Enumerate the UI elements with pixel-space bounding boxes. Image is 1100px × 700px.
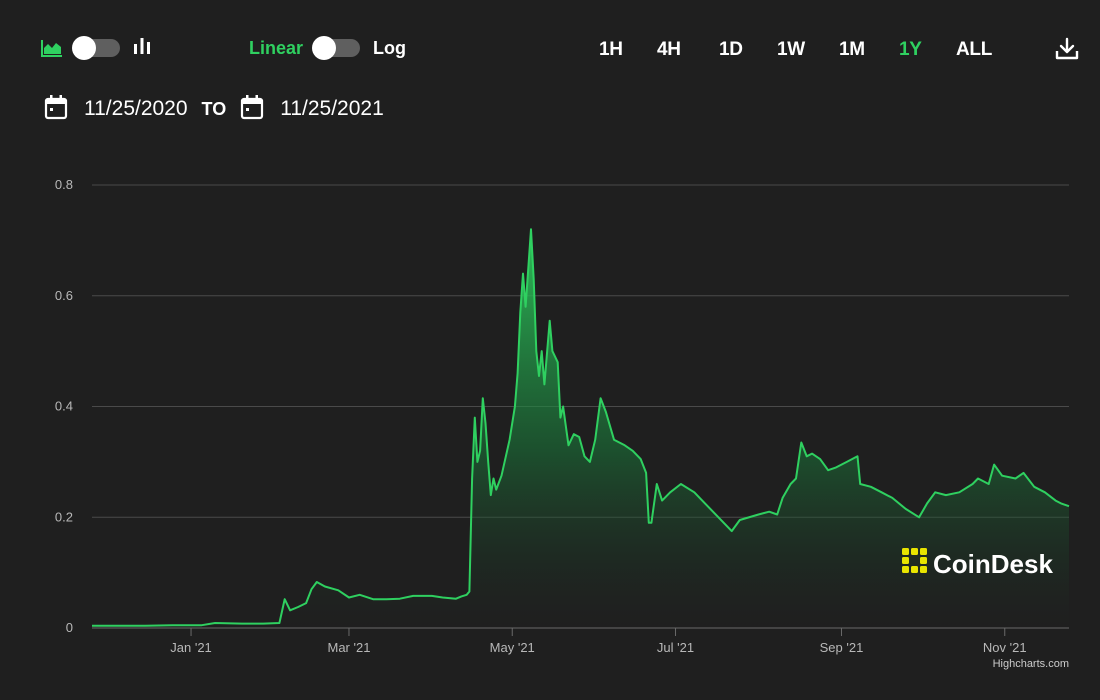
toggle-knob (72, 36, 96, 60)
y-tick-label: 0.6 (55, 288, 73, 303)
range-1d-button[interactable]: 1D (719, 39, 743, 60)
y-tick-label: 0 (66, 620, 73, 635)
scale-log-label[interactable]: Log (373, 38, 406, 58)
highcharts-credit[interactable]: Highcharts.com (993, 658, 1069, 670)
range-1m-button[interactable]: 1M (839, 39, 865, 60)
series-line (92, 228, 1070, 627)
x-tick-label: Sep '21 (820, 640, 864, 655)
x-tick-label: Mar '21 (327, 640, 370, 655)
area-chart-icon[interactable] (40, 38, 64, 58)
range-all-button[interactable]: ALL (956, 39, 993, 60)
bar-chart-icon[interactable] (132, 36, 152, 56)
date-to[interactable]: 11/25/2021 (280, 97, 384, 120)
scale-linear-label[interactable]: Linear (249, 38, 304, 58)
chart-toolbar: Linear Log 1H 4H 1D 1W 1M 1Y ALL (0, 34, 1100, 64)
range-1h-button[interactable]: 1H (599, 39, 623, 60)
x-tick-label: Jul '21 (657, 640, 694, 655)
x-tick-label: Jan '21 (170, 640, 212, 655)
toggle-knob (312, 36, 336, 60)
x-tick-label: Nov '21 (983, 640, 1027, 655)
series-area-fill (92, 229, 1069, 629)
y-tick-label: 0.2 (55, 509, 73, 524)
coindesk-watermark-text: CoinDesk (933, 549, 1053, 579)
date-range: 11/25/2020 TO 11/25/2021 (44, 94, 384, 124)
range-4h-button[interactable]: 4H (657, 39, 681, 60)
y-tick-label: 0.4 (55, 399, 73, 414)
range-1w-button[interactable]: 1W (777, 39, 805, 60)
calendar-icon[interactable] (44, 94, 68, 125)
download-icon[interactable] (1054, 36, 1080, 62)
coindesk-logo-icon (902, 548, 927, 573)
scale-toggle[interactable] (312, 36, 360, 60)
x-tick-label: May '21 (490, 640, 535, 655)
chart-type-toggle[interactable] (72, 36, 120, 60)
date-to-label: TO (201, 98, 227, 119)
range-1y-button[interactable]: 1Y (899, 39, 922, 60)
date-from[interactable]: 11/25/2020 (84, 97, 188, 120)
calendar-icon[interactable] (240, 94, 264, 125)
y-tick-label: 0.8 (55, 177, 73, 192)
